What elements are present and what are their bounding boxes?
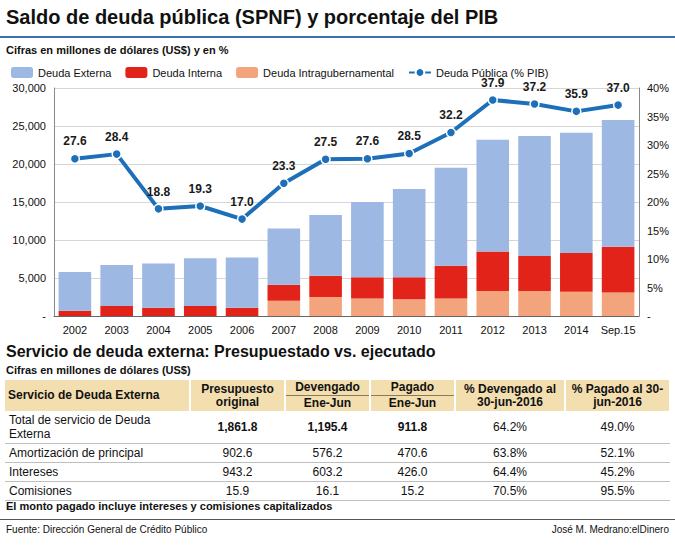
html-text:911.8: 911.8 (397, 420, 428, 434)
html-text:Cifras en millones de dólares: Cifras en millones de dólares (US$) (6, 364, 191, 376)
svg-text:20,000: 20,000 (12, 158, 46, 170)
svg-text:2008: 2008 (313, 324, 337, 336)
svg-text:23.3: 23.3 (272, 159, 296, 173)
svg-text:2002: 2002 (63, 324, 87, 336)
html-text:16.1: 16.1 (315, 484, 340, 498)
svg-text:Deuda Interna: Deuda Interna (152, 67, 223, 79)
svg-text:19.3: 19.3 (189, 182, 213, 196)
svg-text:10,000: 10,000 (12, 234, 46, 246)
svg-text:2014: 2014 (564, 324, 588, 336)
html-text:15.9: 15.9 (225, 484, 250, 498)
svg-text:37.0: 37.0 (606, 81, 630, 95)
svg-text:25,000: 25,000 (12, 120, 46, 132)
svg-text:18.8: 18.8 (147, 185, 171, 199)
svg-text:27.5: 27.5 (314, 135, 338, 149)
svg-text:Deuda Pública (% PIB): Deuda Pública (% PIB) (436, 66, 549, 79)
html-text:63.8%: 63.8% (493, 446, 527, 460)
html-text:64.4%: 64.4% (493, 465, 527, 479)
svg-text:Deuda Externa: Deuda Externa (38, 67, 112, 79)
svg-text:20%: 20% (647, 196, 669, 208)
svg-text:5,000: 5,000 (18, 272, 46, 284)
html-text:426.0: 426.0 (397, 465, 428, 479)
svg-text:35%: 35% (647, 111, 669, 123)
svg-text:2006: 2006 (230, 324, 254, 336)
svg-text:2004: 2004 (146, 324, 170, 336)
html-text:1,195.4: 1,195.4 (307, 420, 348, 434)
html-text:Intereses: Intereses (9, 465, 59, 479)
svg-text:Sep.15: Sep.15 (601, 324, 636, 336)
html-text:Cifras en millones de dólares: Cifras en millones de dólares (US$) y en… (6, 44, 229, 56)
svg-text:5%: 5% (647, 282, 663, 294)
html-text:José M. Medrano:elDinero: José M. Medrano:elDinero (551, 524, 669, 535)
html-text:52.1%: 52.1% (600, 446, 635, 460)
html-text:943.2: 943.2 (222, 465, 253, 479)
svg-text:2013: 2013 (522, 324, 546, 336)
html-text:Presupuesto original: Presupuesto original (201, 381, 274, 409)
html-text:Ene-Jun: Ene-Jun (388, 396, 437, 410)
html-text:70.5%: 70.5% (493, 484, 527, 498)
svg-text:17.0: 17.0 (230, 195, 254, 209)
svg-text:35.9: 35.9 (565, 87, 589, 101)
html-text:64.2%: 64.2% (493, 420, 527, 434)
svg-text:-: - (42, 310, 46, 322)
html-text:El monto pagado incluye intere: El monto pagado incluye intereses y comi… (6, 500, 333, 512)
svg-text:2009: 2009 (355, 324, 379, 336)
html-text:15.2: 15.2 (400, 484, 425, 498)
html-text:% Pagado al 30-jun-2016: % Pagado al 30-jun-2016 (571, 381, 664, 409)
html-text:Ene-Jun: Ene-Jun (303, 396, 352, 410)
svg-text:28.5: 28.5 (397, 129, 421, 143)
svg-text:32.2: 32.2 (439, 108, 463, 122)
svg-text:27.6: 27.6 (63, 134, 87, 148)
html-text:1,861.8: 1,861.8 (217, 420, 258, 434)
svg-text:2011: 2011 (439, 324, 463, 336)
html-text:603.2: 603.2 (312, 465, 343, 479)
html-text:Servicio de deuda externa: Pre: Servicio de deuda externa: Presupuestado… (6, 343, 436, 360)
html-text:470.6: 470.6 (397, 446, 428, 460)
html-text:576.2: 576.2 (312, 446, 343, 460)
html-text:Servicio de Deuda Externa: Servicio de Deuda Externa (8, 388, 160, 402)
svg-text:30,000: 30,000 (12, 82, 46, 94)
html-text:Comisiones: Comisiones (9, 484, 72, 498)
html-text:95.5%: 95.5% (600, 484, 635, 498)
svg-text:27.6: 27.6 (356, 134, 380, 148)
html-text:49.0%: 49.0% (600, 420, 635, 434)
html-text:45.2%: 45.2% (600, 465, 635, 479)
html-text:902.6: 902.6 (222, 446, 253, 460)
html-text:% Devengado al 30-jun-2016: % Devengado al 30-jun-2016 (464, 381, 556, 409)
svg-text:15,000: 15,000 (12, 196, 46, 208)
html-text:Pagado: Pagado (390, 380, 435, 394)
svg-text:40%: 40% (647, 82, 669, 94)
svg-text:37.9: 37.9 (481, 76, 505, 90)
html-text:Fuente: Dirección General de C: Fuente: Dirección General de Crédito Púb… (6, 524, 208, 535)
svg-text:2005: 2005 (188, 324, 212, 336)
svg-text:Deuda Intragubernamental: Deuda Intragubernamental (263, 67, 394, 79)
html-text:Amortización de principal: Amortización de principal (9, 446, 144, 460)
svg-text:-: - (647, 310, 651, 322)
svg-text:2012: 2012 (481, 324, 505, 336)
svg-text:2003: 2003 (104, 324, 128, 336)
svg-text:15%: 15% (647, 225, 669, 237)
svg-text:25%: 25% (647, 168, 669, 180)
svg-text:37.2: 37.2 (523, 80, 547, 94)
svg-text:10%: 10% (647, 253, 669, 265)
svg-text:28.4: 28.4 (105, 130, 129, 144)
svg-text:30%: 30% (647, 139, 669, 151)
html-text:Total de servicio de Deuda Ext: Total de servicio de Deuda Externa (9, 413, 151, 441)
svg-text:2007: 2007 (272, 324, 296, 336)
html-text:Saldo de deuda pública (SPNF): Saldo de deuda pública (SPNF) y porcenta… (6, 6, 499, 28)
svg-text:2010: 2010 (397, 324, 421, 336)
html-text:Devengado: Devengado (295, 380, 360, 394)
